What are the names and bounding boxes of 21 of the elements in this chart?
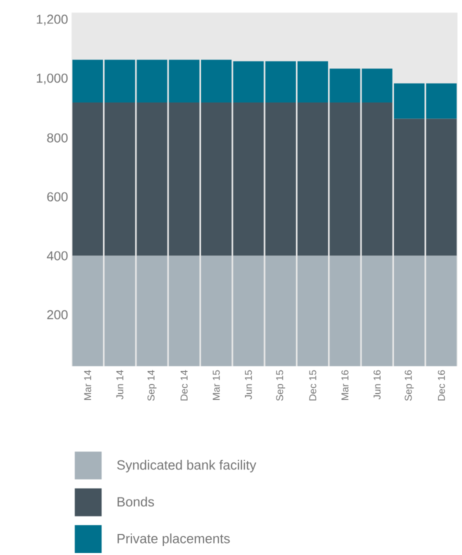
x-tick-label: Mar 16: [341, 370, 348, 400]
legend-label: Bonds: [117, 496, 154, 507]
x-tick-label: Mar 14: [84, 370, 91, 400]
x-tick-label: Dec 14: [180, 370, 188, 400]
y-tick-label: 1,200: [36, 14, 68, 26]
x-tick-label: Sep 14: [147, 370, 156, 401]
x-tick-label: Jun 15: [244, 370, 252, 400]
legend-label: Private placements: [117, 534, 230, 546]
x-tick-label: Mar 15: [212, 370, 220, 400]
y-tick-label: 800: [46, 133, 68, 142]
y-tick-label: 1,000: [36, 74, 68, 84]
y-tick-label: 200: [47, 310, 68, 320]
x-tick-label: Jun 16: [373, 370, 380, 400]
y-tick-label: 400: [46, 251, 68, 260]
legend-label: Syndicated bank facility: [116, 460, 256, 472]
y-tick-label: 600: [47, 192, 68, 202]
x-tick-label: Dec 15: [309, 370, 316, 400]
x-tick-label: Jun 14: [116, 370, 124, 400]
x-tick-label: Dec 16: [438, 370, 445, 400]
x-tick-label: Sep 15: [276, 370, 285, 401]
x-tick-label: Sep 16: [404, 370, 414, 401]
